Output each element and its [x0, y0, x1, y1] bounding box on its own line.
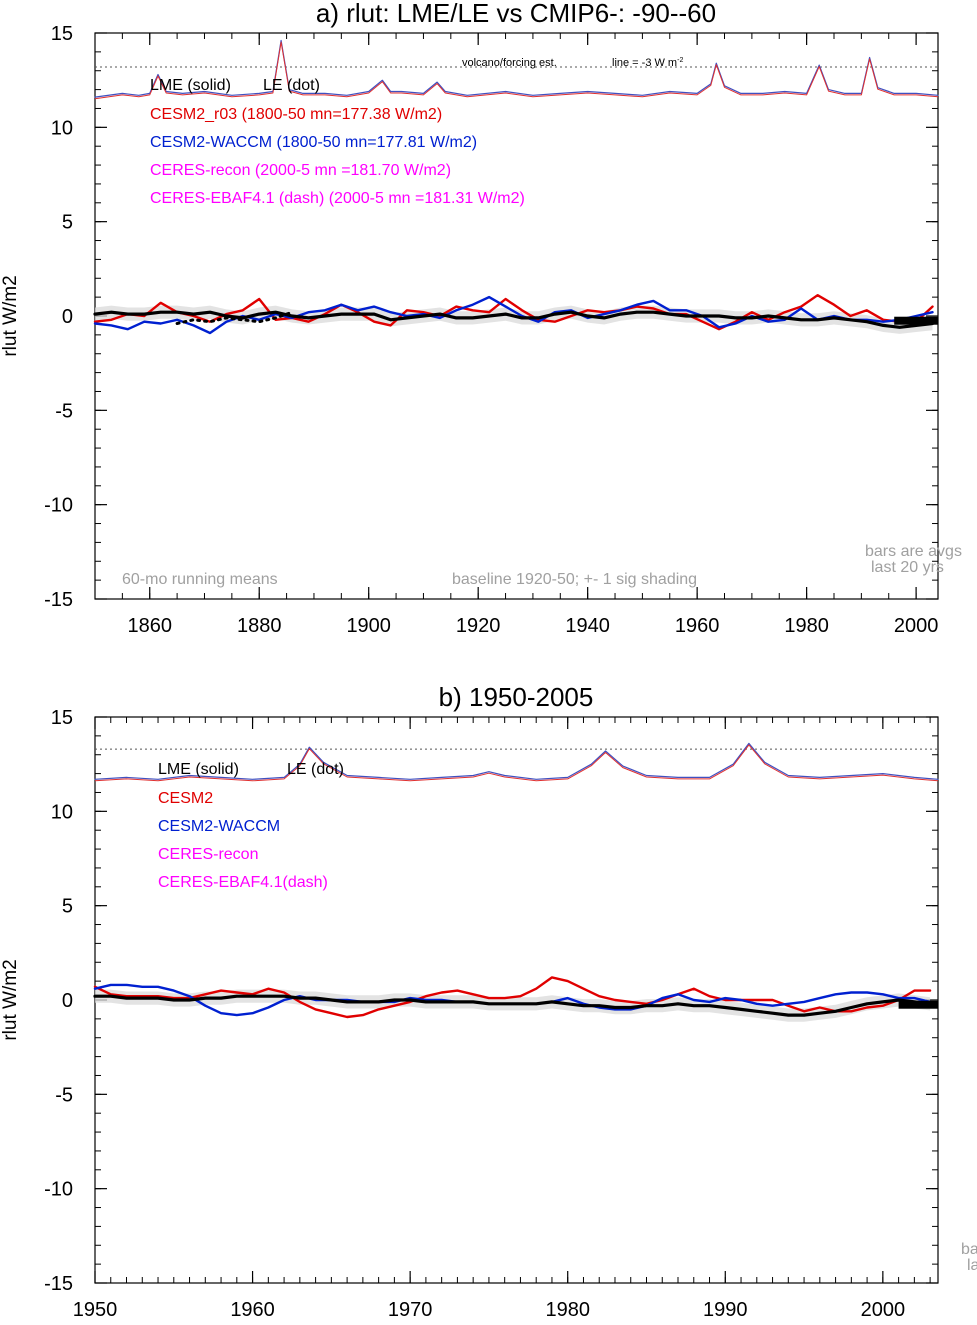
- panel-a-volcano-label: volcano/forcing est.: [462, 57, 557, 69]
- panel-a-running-means-note: 60-mo running means: [122, 571, 278, 588]
- panel-b-title: b) 1950-2005: [439, 682, 594, 712]
- series-line-cesm2-r03: [93, 294, 934, 331]
- panel-b-ylabel: rlut W/m2: [0, 959, 21, 1040]
- panel-b-legend-waccm: CESM2-WACCM: [158, 818, 280, 835]
- y-tick-label: 15: [51, 23, 73, 45]
- panel-a-line-note: line = -3 W m-2: [612, 57, 683, 69]
- panel-b-bars-note-2: la: [967, 1257, 977, 1274]
- series-line-volcano-forcing-est: [94, 742, 939, 780]
- panel-b-axis-ticks: 1950 1960 1970 1980 1990 2000 15 10 5 0 -5 -10 -15: [44, 707, 938, 1321]
- panel-a-axis-ticks: 1860 1880 1900 1920 1940 1960 1980 2000 15 10 5 0 -5…: [44, 23, 938, 637]
- panel-b-legend-header-dot: LE (dot): [287, 761, 344, 778]
- panel-b-legend-cesm2: CESM2: [158, 790, 213, 807]
- panel-b-legend-header-solid: LME (solid): [158, 761, 239, 778]
- lme-sigma-shading: [95, 989, 931, 1022]
- panel-a-legend-cesm2: CESM2_r03 (1800-50 mn=177.38 W/m2): [150, 106, 442, 123]
- x-tick-label: 1980: [545, 1299, 590, 1321]
- panel-a-legend-waccm: CESM2-WACCM (1800-50 mn=177.81 W/m2): [150, 134, 477, 151]
- y-tick-label: -5: [55, 400, 73, 422]
- y-tick-label: -5: [55, 1084, 73, 1106]
- avg-bar: [898, 1000, 938, 1009]
- panel-a: a) rlut: LME/LE vs CMIP6-: -90--60 rlut …: [0, 0, 962, 637]
- x-tick-label: 1880: [237, 615, 282, 637]
- series-line-forcing-companion: [94, 41, 939, 100]
- x-tick-label: 2000: [894, 615, 939, 637]
- y-tick-label: 5: [62, 212, 73, 234]
- x-tick-label: 1980: [784, 615, 829, 637]
- panel-a-series: [93, 39, 939, 335]
- y-tick-label: 10: [51, 117, 73, 139]
- panel-a-legend-ceres-ebaf: CERES-EBAF4.1 (dash) (2000-5 mn =181.31 …: [150, 190, 525, 207]
- y-tick-label: 0: [62, 306, 73, 328]
- panel-b-legend-ceres-ebaf: CERES-EBAF4.1(dash): [158, 874, 328, 891]
- panel-a-bars-note-1: bars are avgs: [865, 543, 962, 560]
- y-tick-label: 10: [51, 801, 73, 823]
- panel-a-title: a) rlut: LME/LE vs CMIP6-: -90--60: [316, 0, 716, 28]
- x-tick-label: 1990: [703, 1299, 748, 1321]
- panel-a-bars-note-2: last 20 yrs: [871, 559, 944, 576]
- panel-a-legend-header-solid: LME (solid): [150, 77, 231, 94]
- y-tick-label: -15: [44, 589, 73, 611]
- panel-a-ylabel: rlut W/m2: [0, 275, 21, 356]
- x-tick-label: 1900: [346, 615, 391, 637]
- y-tick-label: -15: [44, 1273, 73, 1295]
- panel-b: b) 1950-2005 rlut W/m2 1950 1960 1970 1980 1…: [0, 682, 977, 1321]
- panel-a-legend-ceres-recon: CERES-recon (2000-5 mn =181.70 W/m2): [150, 162, 451, 179]
- x-tick-label: 1960: [675, 615, 720, 637]
- series-line-lme: [93, 994, 932, 1017]
- series-line-cesm2: [93, 976, 932, 1019]
- y-tick-label: 0: [62, 990, 73, 1012]
- x-tick-label: 1960: [230, 1299, 275, 1321]
- panel-b-legend-ceres-recon: CERES-recon: [158, 846, 258, 863]
- x-tick-label: 2000: [861, 1299, 906, 1321]
- x-tick-label: 1860: [127, 615, 172, 637]
- panel-a-legend-header-dot: LE (dot): [263, 77, 320, 94]
- y-tick-label: 5: [62, 896, 73, 918]
- y-tick-label: -10: [44, 1179, 73, 1201]
- x-tick-label: 1940: [565, 615, 610, 637]
- series-line-volcano-forcing-est: [94, 39, 939, 98]
- x-tick-label: 1970: [388, 1299, 433, 1321]
- avg-bar: [894, 316, 938, 325]
- x-tick-label: 1920: [456, 615, 501, 637]
- series-line-lme: [93, 310, 935, 329]
- series-line-forcing-companion: [94, 744, 939, 782]
- panel-b-series: [93, 742, 939, 1022]
- panel-a-baseline-note: baseline 1920-50; +- 1 sig shading: [452, 571, 697, 588]
- y-tick-label: 15: [51, 707, 73, 729]
- x-tick-label: 1950: [73, 1299, 118, 1321]
- y-tick-label: -10: [44, 495, 73, 517]
- series-line-le: [175, 310, 294, 325]
- panel-b-bars-note-1: ba: [961, 1241, 977, 1258]
